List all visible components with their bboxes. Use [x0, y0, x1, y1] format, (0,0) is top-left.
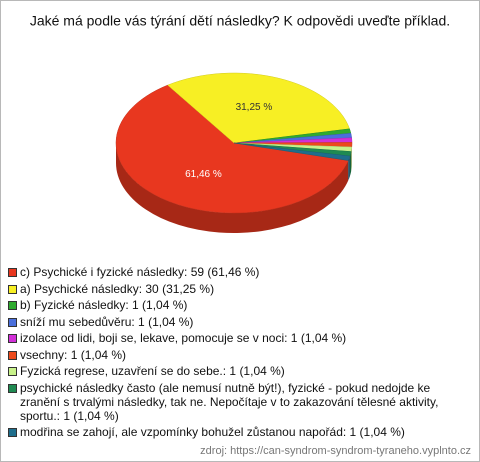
legend-entry: b) Fyzické následky: 1 (1,04 %) — [7, 298, 465, 312]
chart: Jaké má podle vás týrání dětí následky? … — [30, 13, 450, 233]
legend-swatch — [8, 301, 17, 310]
slice — [167, 72, 350, 144]
legend-swatch — [8, 284, 17, 294]
legend-swatch — [8, 367, 17, 376]
data-label: 31,25 % — [236, 102, 273, 113]
legend-swatch — [8, 428, 17, 437]
data-label: 61,46 % — [185, 169, 222, 180]
legend: c) Psychické i fyzické následky: 59 (61,… — [7, 265, 465, 442]
legend-label: c) Psychické i fyzické následky: 59 (61,… — [20, 265, 260, 279]
legend-entry: psychické následky často (ale nemusí nut… — [7, 381, 465, 423]
legend-swatch — [8, 317, 17, 327]
slice — [233, 142, 351, 161]
legend-label: a) Psychické následky: 30 (31,25 %) — [20, 281, 215, 296]
slice-side — [351, 146, 352, 172]
slice-side — [349, 151, 352, 177]
legend-swatch — [8, 350, 17, 360]
legend-label: izolace od lidi, boji se, lekave, pomocu… — [20, 331, 347, 345]
legend-swatch — [8, 334, 17, 343]
slice-side — [116, 143, 349, 233]
legend-label: vsechny: 1 (1,04 %) — [20, 347, 127, 362]
slice — [115, 84, 349, 214]
legend-entry: a) Psychické následky: 30 (31,25 %) — [7, 282, 465, 296]
legend-label: psychické následky často (ale nemusí nut… — [20, 380, 439, 423]
legend-label: Fyzická regrese, uzavření se do sebe.: 1… — [20, 364, 285, 378]
legend-entry: modřina se zahojí, ale vzpomínky bohužel… — [7, 425, 465, 439]
slice-side — [348, 156, 350, 181]
legend-label: sníží mu sebedůvěru: 1 (1,04 %) — [20, 314, 194, 329]
chart-title: Jaké má podle vás týrání dětí následky? … — [30, 13, 450, 29]
source: zdroj: https://can-syndrom-syndrom-tyran… — [200, 445, 471, 457]
legend-swatch — [8, 383, 17, 393]
legend-entry: sníží mu sebedůvěru: 1 (1,04 %) — [7, 315, 465, 329]
legend-label: b) Fyzické následky: 1 (1,04 %) — [20, 298, 188, 312]
legend-entry: Fyzická regrese, uzavření se do sebe.: 1… — [7, 364, 465, 378]
legend-label: modřina se zahojí, ale vzpomínky bohužel… — [20, 425, 405, 439]
legend-entry: c) Psychické i fyzické následky: 59 (61,… — [7, 265, 465, 279]
legend-swatch — [8, 268, 17, 277]
legend-entry: izolace od lidi, boji se, lekave, pomocu… — [7, 331, 465, 345]
legend-entry: vsechny: 1 (1,04 %) — [7, 348, 465, 362]
